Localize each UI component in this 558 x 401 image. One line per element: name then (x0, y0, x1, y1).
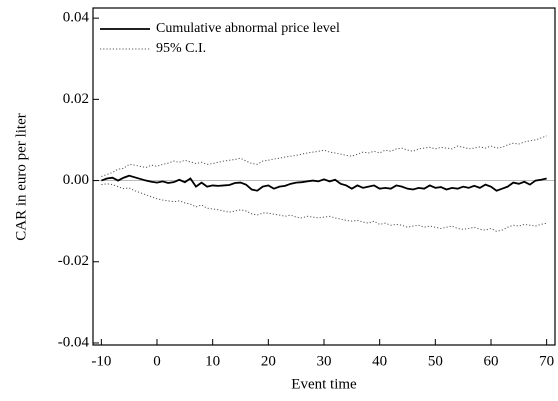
y-tick-label: -0.02 (58, 253, 89, 269)
x-tick-label: 30 (317, 353, 332, 369)
x-tick-label: 20 (261, 353, 276, 369)
y-axis-label: CAR in euro per liter (13, 113, 29, 240)
y-tick-label: 0.04 (63, 10, 90, 26)
x-tick-label: 40 (372, 353, 387, 369)
ci-line (101, 183, 547, 232)
x-tick-label: 70 (539, 353, 554, 369)
legend-label: 95% C.I. (156, 41, 206, 56)
legend-label: Cumulative abnormal price level (156, 21, 340, 36)
x-tick-label: 60 (483, 353, 498, 369)
series-line (101, 174, 547, 192)
ci-line (101, 135, 547, 177)
y-tick-label: 0.00 (63, 172, 89, 188)
x-tick-label: 10 (205, 353, 220, 369)
y-tick-label: -0.04 (58, 334, 90, 350)
x-tick-label: 0 (153, 353, 161, 369)
x-tick-label: -10 (91, 353, 111, 369)
x-tick-label: 50 (428, 353, 443, 369)
plot-frame (92, 7, 556, 346)
x-axis-label: Event time (291, 376, 357, 392)
y-tick-label: 0.02 (63, 91, 89, 107)
